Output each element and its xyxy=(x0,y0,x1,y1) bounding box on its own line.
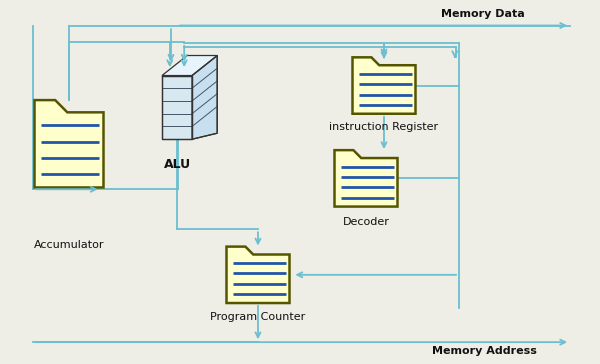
Polygon shape xyxy=(335,150,398,206)
Text: Decoder: Decoder xyxy=(343,217,389,226)
Text: ALU: ALU xyxy=(163,158,191,171)
Polygon shape xyxy=(227,247,290,303)
Polygon shape xyxy=(353,57,415,114)
Text: Program Counter: Program Counter xyxy=(211,312,305,322)
Text: Memory Data: Memory Data xyxy=(441,9,525,19)
Text: Memory Address: Memory Address xyxy=(432,345,537,356)
Polygon shape xyxy=(35,100,104,187)
Polygon shape xyxy=(162,75,192,139)
Polygon shape xyxy=(162,55,217,75)
Text: instruction Register: instruction Register xyxy=(329,122,439,132)
Text: Accumulator: Accumulator xyxy=(34,240,104,250)
Polygon shape xyxy=(192,55,217,139)
